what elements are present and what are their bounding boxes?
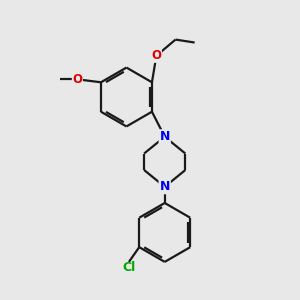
- Text: O: O: [152, 49, 161, 62]
- Text: N: N: [160, 130, 170, 143]
- Text: Cl: Cl: [122, 261, 136, 274]
- Text: O: O: [72, 73, 82, 86]
- Text: N: N: [160, 180, 170, 193]
